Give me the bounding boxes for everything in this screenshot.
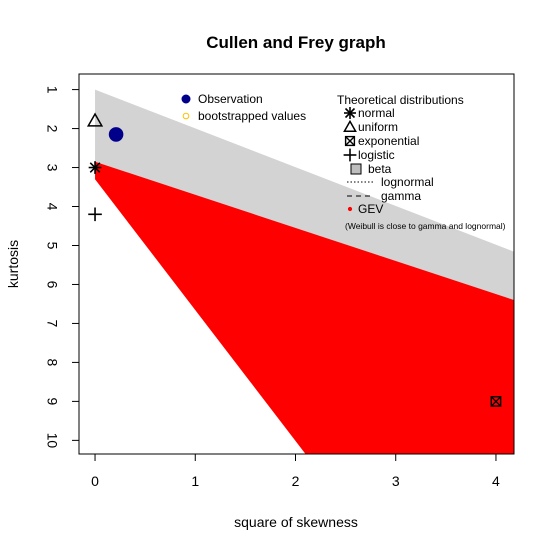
legend-marker-observation <box>181 94 191 104</box>
legend-note: (Weibull is close to gamma and lognormal… <box>345 221 506 231</box>
legend-label-gamma: gamma <box>381 189 421 203</box>
region-beta <box>95 89 514 301</box>
legend-theoretical-title: Theoretical distributions <box>337 93 464 107</box>
legend-label: Observation <box>198 92 263 106</box>
y-tick-label: 1 <box>44 86 60 94</box>
points-layer <box>86 112 502 407</box>
x-tick-label: 4 <box>492 473 500 489</box>
legend-label-uniform: uniform <box>358 120 398 134</box>
y-tick-label: 3 <box>44 164 60 172</box>
y-tick-label: 8 <box>44 359 60 367</box>
legend-observation: Observation bootstrapped values <box>181 92 306 123</box>
legend-label-logistic: logistic <box>358 148 395 162</box>
y-axis: 1 2 3 4 5 6 7 8 9 10 <box>44 86 80 449</box>
x-tick-label: 2 <box>292 473 300 489</box>
legend-marker-logistic <box>343 148 357 162</box>
y-tick-label: 4 <box>44 203 60 211</box>
region-gev <box>95 161 514 454</box>
legend-label-beta: beta <box>368 162 392 176</box>
legend-marker-normal <box>344 107 356 119</box>
y-tick-label: 2 <box>44 125 60 133</box>
x-tick-label: 0 <box>91 473 99 489</box>
legend-label: bootstrapped values <box>198 109 306 123</box>
y-tick-label: 6 <box>44 281 60 289</box>
x-tick-label: 1 <box>191 473 199 489</box>
legend-marker-exponential <box>344 135 356 147</box>
y-tick-label: 9 <box>44 397 60 405</box>
point-uniform <box>86 112 104 127</box>
y-tick-label: 5 <box>44 242 60 250</box>
legend-label-GEV: GEV <box>358 202 383 216</box>
legend-label-normal: normal <box>358 106 395 120</box>
legend-marker-beta <box>350 163 362 175</box>
x-tick-label: 3 <box>392 473 400 489</box>
y-tick-label: 7 <box>44 320 60 328</box>
legend-marker-uniform <box>343 119 357 132</box>
legend-marker-GEV <box>347 206 353 212</box>
chart-title: Cullen and Frey graph <box>206 33 385 52</box>
legend-theoretical: Theoretical distributions normaluniforme… <box>337 93 506 231</box>
point-logistic <box>88 207 102 222</box>
legend-label-lognormal: lognormal <box>381 175 434 189</box>
x-axis-label: square of skewness <box>234 514 358 530</box>
regions-layer <box>95 89 514 454</box>
legend-marker-bootstrapped-values <box>182 112 190 120</box>
x-axis: 0 1 2 3 4 <box>91 453 500 489</box>
point-exponential <box>490 396 502 407</box>
point-normal <box>88 161 102 174</box>
legend-label-exponential: exponential <box>358 134 419 148</box>
point-observation <box>108 127 124 142</box>
y-axis-label: kurtosis <box>5 240 21 288</box>
y-tick-label: 10 <box>44 433 60 449</box>
